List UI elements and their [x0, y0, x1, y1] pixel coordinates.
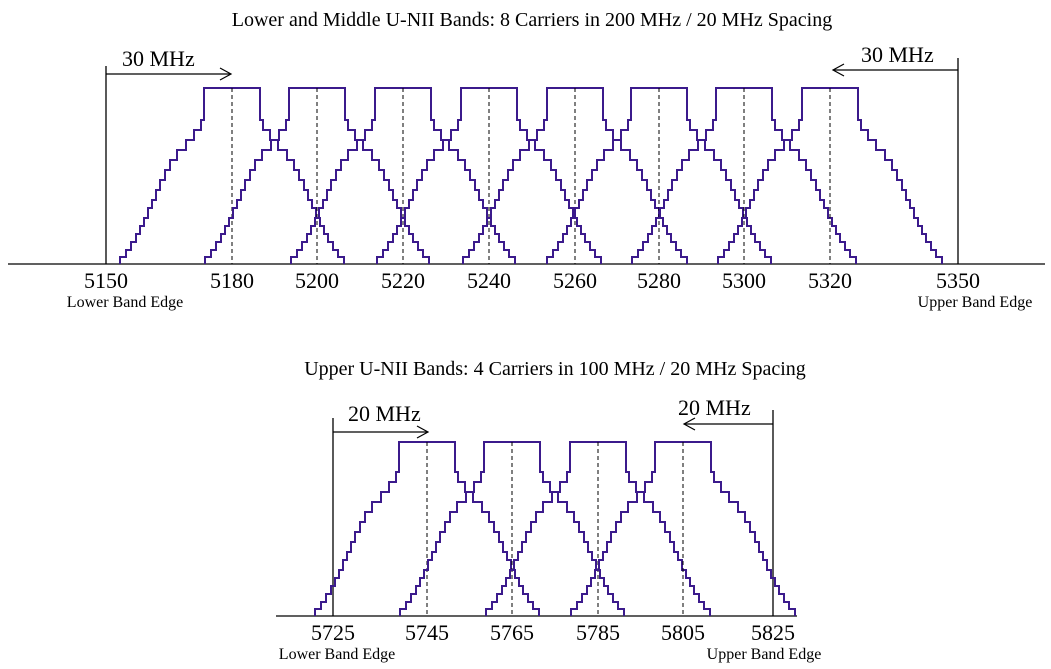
tick-label: 5725 [311, 620, 355, 645]
carrier-5765 [399, 441, 625, 616]
left-spacing-label: 30 MHz [122, 46, 195, 71]
tick-label: 5150 [84, 268, 128, 293]
carrier-5745 [314, 441, 540, 616]
carrier-5320 [717, 87, 943, 264]
right-arrowhead [682, 417, 696, 431]
right-spacing-label: 30 MHz [861, 42, 934, 67]
tick-label: 5785 [576, 620, 620, 645]
tick-label: 5825 [751, 620, 795, 645]
panel-upper-unii: Upper U-NII Bands: 4 Carriers in 100 MHz… [276, 358, 821, 663]
tick-label: 5320 [808, 268, 852, 293]
left-arrowhead [416, 425, 430, 439]
upper-band-edge-label: Upper Band Edge [707, 646, 822, 663]
tick-label: 5200 [295, 268, 339, 293]
carrier-5200 [204, 87, 430, 264]
carrier-5300 [631, 87, 857, 264]
panel-lower-middle-unii: Lower and Middle U-NII Bands: 8 Carriers… [8, 9, 1045, 311]
tick-label: 5220 [381, 268, 425, 293]
tick-label: 5805 [661, 620, 705, 645]
tick-label: 5300 [722, 268, 766, 293]
tick-label: 5240 [467, 268, 511, 293]
tick-label: 5260 [553, 268, 597, 293]
carrier-5180 [119, 87, 345, 264]
right-spacing-label: 20 MHz [678, 395, 751, 420]
carrier-5260 [462, 87, 688, 264]
upper-band-edge-label: Upper Band Edge [918, 294, 1033, 311]
carrier-5785 [485, 441, 711, 616]
carrier-5220 [290, 87, 516, 264]
panel-title: Lower and Middle U-NII Bands: 8 Carriers… [232, 9, 832, 31]
right-arrowhead [831, 63, 845, 77]
carrier-5805 [570, 441, 796, 616]
carrier-5240 [376, 87, 602, 264]
tick-label: 5180 [210, 268, 254, 293]
tick-label: 5765 [490, 620, 534, 645]
tick-label: 5350 [936, 268, 980, 293]
left-spacing-label: 20 MHz [348, 401, 421, 426]
lower-band-edge-label: Lower Band Edge [279, 646, 395, 663]
carrier-5280 [546, 87, 772, 264]
tick-label: 5745 [405, 620, 449, 645]
panel-title: Upper U-NII Bands: 4 Carriers in 100 MHz… [304, 358, 806, 380]
tick-label: 5280 [637, 268, 681, 293]
lower-band-edge-label: Lower Band Edge [67, 294, 183, 311]
left-arrowhead [219, 67, 233, 81]
